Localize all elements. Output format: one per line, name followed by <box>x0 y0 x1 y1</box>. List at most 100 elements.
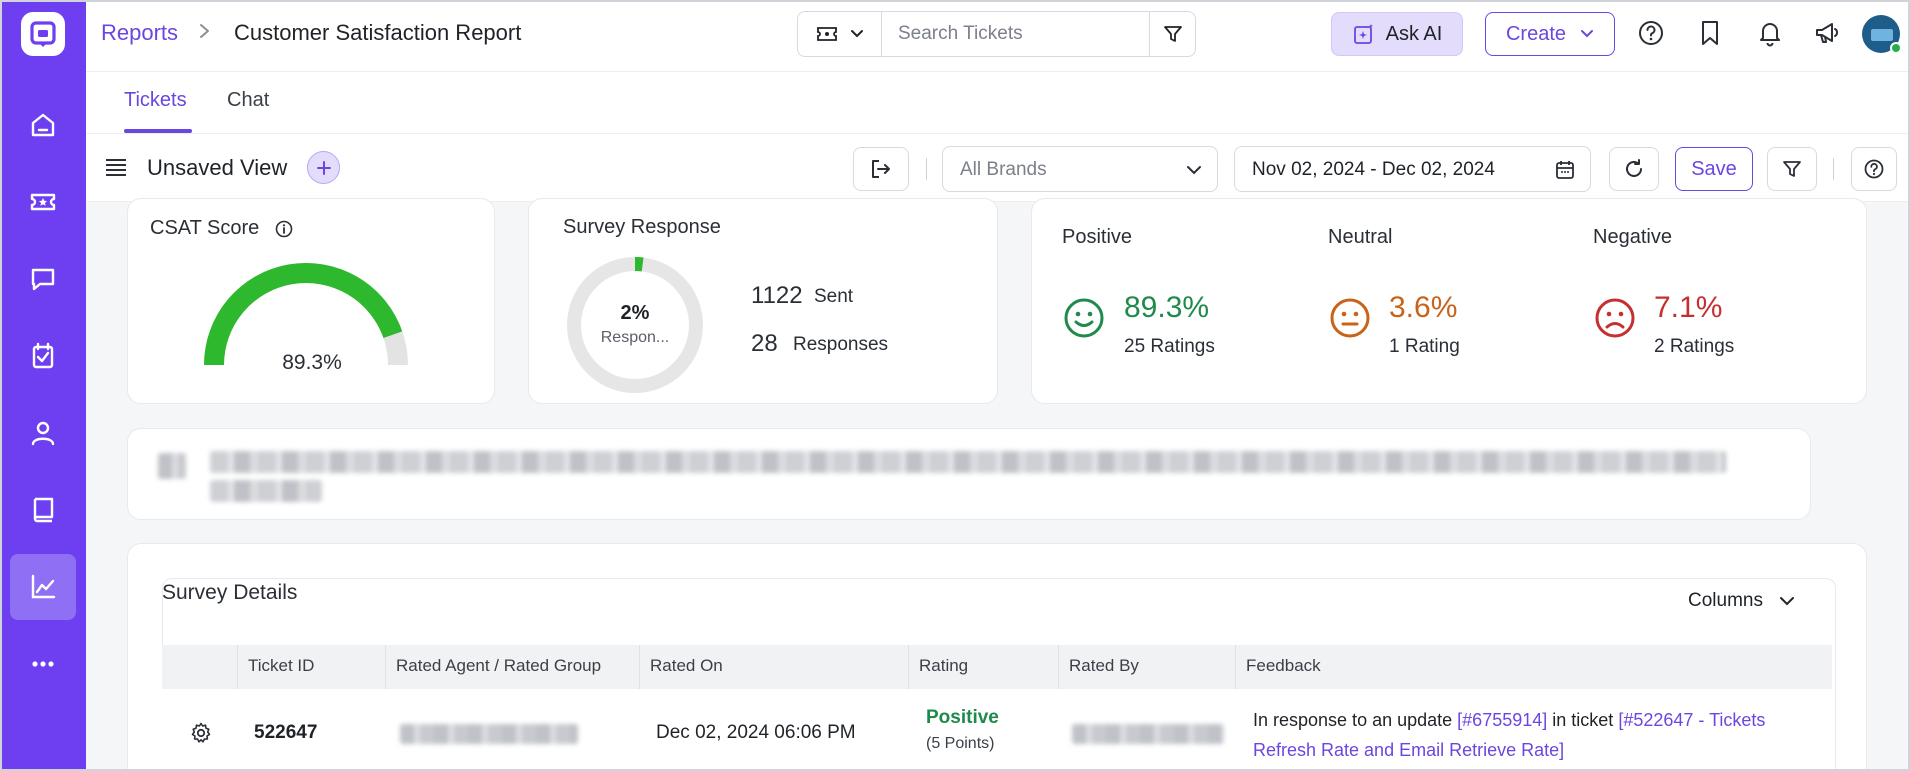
save-view-button[interactable]: Save <box>1675 147 1753 191</box>
neutral-percent: 3.6% <box>1389 291 1458 324</box>
col-rated-by[interactable]: Rated By <box>1069 656 1139 675</box>
info-icon[interactable] <box>275 220 293 238</box>
avatar-icon <box>1871 29 1893 41</box>
ticket-id[interactable]: 522647 <box>254 722 318 743</box>
nav-more[interactable] <box>10 631 76 697</box>
redacted-text-line <box>210 451 1726 473</box>
toolbar-divider <box>1833 158 1834 180</box>
nav-home[interactable] <box>10 92 76 158</box>
refresh-icon <box>1626 159 1642 177</box>
chevron-down-icon <box>1779 597 1794 606</box>
nav-knowledge[interactable] <box>10 477 76 543</box>
announcements-button[interactable] <box>1812 18 1842 48</box>
col-rated-on[interactable]: Rated On <box>650 656 723 675</box>
bookmark-button[interactable] <box>1695 18 1725 48</box>
donut-fill <box>567 257 703 393</box>
brand-select[interactable]: All Brands <box>942 146 1218 192</box>
neutral-title: Neutral <box>1328 226 1393 248</box>
report-help-button[interactable] <box>1851 147 1897 191</box>
col-rating[interactable]: Rating <box>919 656 969 675</box>
ai-sparkle-icon <box>1353 24 1373 44</box>
search-input[interactable] <box>898 12 1148 56</box>
megaphone-icon <box>1816 23 1839 43</box>
view-title: Unsaved View <box>147 155 288 180</box>
column-divider <box>385 645 386 689</box>
breadcrumb-reports-link[interactable]: Reports <box>101 20 179 45</box>
table-row[interactable]: 522647 Dec 02, 2024 06:06 PM Positive (5… <box>162 689 1832 771</box>
positive-title: Positive <box>1062 226 1133 248</box>
negative-count: 2 Ratings <box>1654 336 1735 357</box>
feedback-ticket-link[interactable]: [#522647 - Tickets Refresh Rate and Emai… <box>1253 710 1766 760</box>
tab-chat[interactable]: Chat <box>227 89 270 111</box>
gauge-fill <box>204 263 403 366</box>
view-menu-button[interactable] <box>104 156 128 183</box>
nav-chat[interactable] <box>10 246 76 312</box>
more-dots-icon <box>32 661 54 667</box>
notifications-button[interactable] <box>1755 18 1785 48</box>
redacted-agent <box>400 724 578 744</box>
redacted-icon <box>158 453 186 479</box>
columns-button[interactable]: Columns <box>1688 590 1795 612</box>
report-tabs: Tickets Chat <box>86 72 1910 134</box>
feedback-text: In response to an update [#6755914] in t… <box>1253 705 1823 765</box>
filter-icon <box>1783 161 1801 177</box>
sentiment-breakdown-card: Positive 89.3% 25 Ratings Neutral 3.6% 1… <box>1031 198 1867 404</box>
report-toolbar: Unsaved View All Brands Nov 02, 2024 - D… <box>86 134 1910 202</box>
chevron-down-icon <box>850 30 863 38</box>
search-type-selector[interactable] <box>798 12 882 56</box>
help-circle-icon <box>1639 21 1663 45</box>
gear-icon[interactable] <box>189 721 213 745</box>
rating-value: Positive <box>926 707 999 728</box>
create-label: Create <box>1505 22 1567 45</box>
survey-response-card: Survey Response 2% Respon... 1122 Sent 2… <box>528 198 998 404</box>
col-feedback[interactable]: Feedback <box>1246 656 1321 675</box>
bookmark-icon <box>1702 21 1718 45</box>
user-avatar[interactable] <box>1862 15 1902 54</box>
page-title: Customer Satisfaction Report <box>234 20 522 45</box>
online-status-dot <box>1890 42 1902 54</box>
col-rated-agent[interactable]: Rated Agent / Rated Group <box>396 656 602 675</box>
survey-details-title: Survey Details <box>162 581 298 604</box>
response-rate-value: 2% <box>620 302 650 324</box>
col-ticket-id[interactable]: Ticket ID <box>248 656 315 675</box>
response-rate-label: Respon... <box>600 329 670 346</box>
filter-button[interactable] <box>1767 147 1817 191</box>
search-bar <box>797 11 1196 57</box>
refresh-button[interactable] <box>1609 147 1659 191</box>
neutral-count: 1 Rating <box>1389 336 1460 357</box>
add-view-button[interactable] <box>307 151 340 184</box>
feedback-mid: in ticket <box>1552 710 1614 730</box>
chevron-right-icon <box>200 24 209 38</box>
create-button[interactable]: Create <box>1485 12 1615 56</box>
responses-label: Responses <box>793 334 889 355</box>
ticket-icon <box>30 193 56 211</box>
rating-points: (5 Points) <box>926 735 995 752</box>
search-filter-button[interactable] <box>1149 12 1195 56</box>
tab-tickets[interactable]: Tickets <box>124 89 187 111</box>
export-icon <box>872 160 890 178</box>
redacted-text-line <box>210 480 322 502</box>
donut-track <box>567 257 703 393</box>
date-range-picker[interactable]: Nov 02, 2024 - Dec 02, 2024 <box>1234 146 1591 192</box>
nav-contacts[interactable] <box>10 400 76 466</box>
filter-icon <box>1163 26 1182 42</box>
toolbar-divider <box>926 158 927 180</box>
export-button[interactable] <box>853 147 909 191</box>
help-button[interactable] <box>1636 18 1666 48</box>
nav-tasks[interactable] <box>10 323 76 389</box>
calendar-icon <box>1556 161 1574 179</box>
user-icon <box>31 421 55 446</box>
columns-label: Columns <box>1688 590 1763 611</box>
ask-ai-button[interactable]: Ask AI <box>1331 12 1463 56</box>
top-header: Reports Customer Satisfaction Report Ask… <box>86 0 1910 72</box>
neutral-face-icon <box>1330 298 1370 338</box>
nav-reports[interactable] <box>10 554 76 620</box>
nav-tickets[interactable] <box>10 169 76 235</box>
app-logo[interactable] <box>21 12 65 56</box>
column-divider <box>639 645 640 689</box>
column-divider <box>908 645 909 689</box>
feedback-update-link[interactable]: [#6755914] <box>1457 710 1548 730</box>
brand-select-value: All Brands <box>960 159 1047 180</box>
rated-on: Dec 02, 2024 06:06 PM <box>656 722 856 743</box>
sent-label: Sent <box>814 286 854 307</box>
